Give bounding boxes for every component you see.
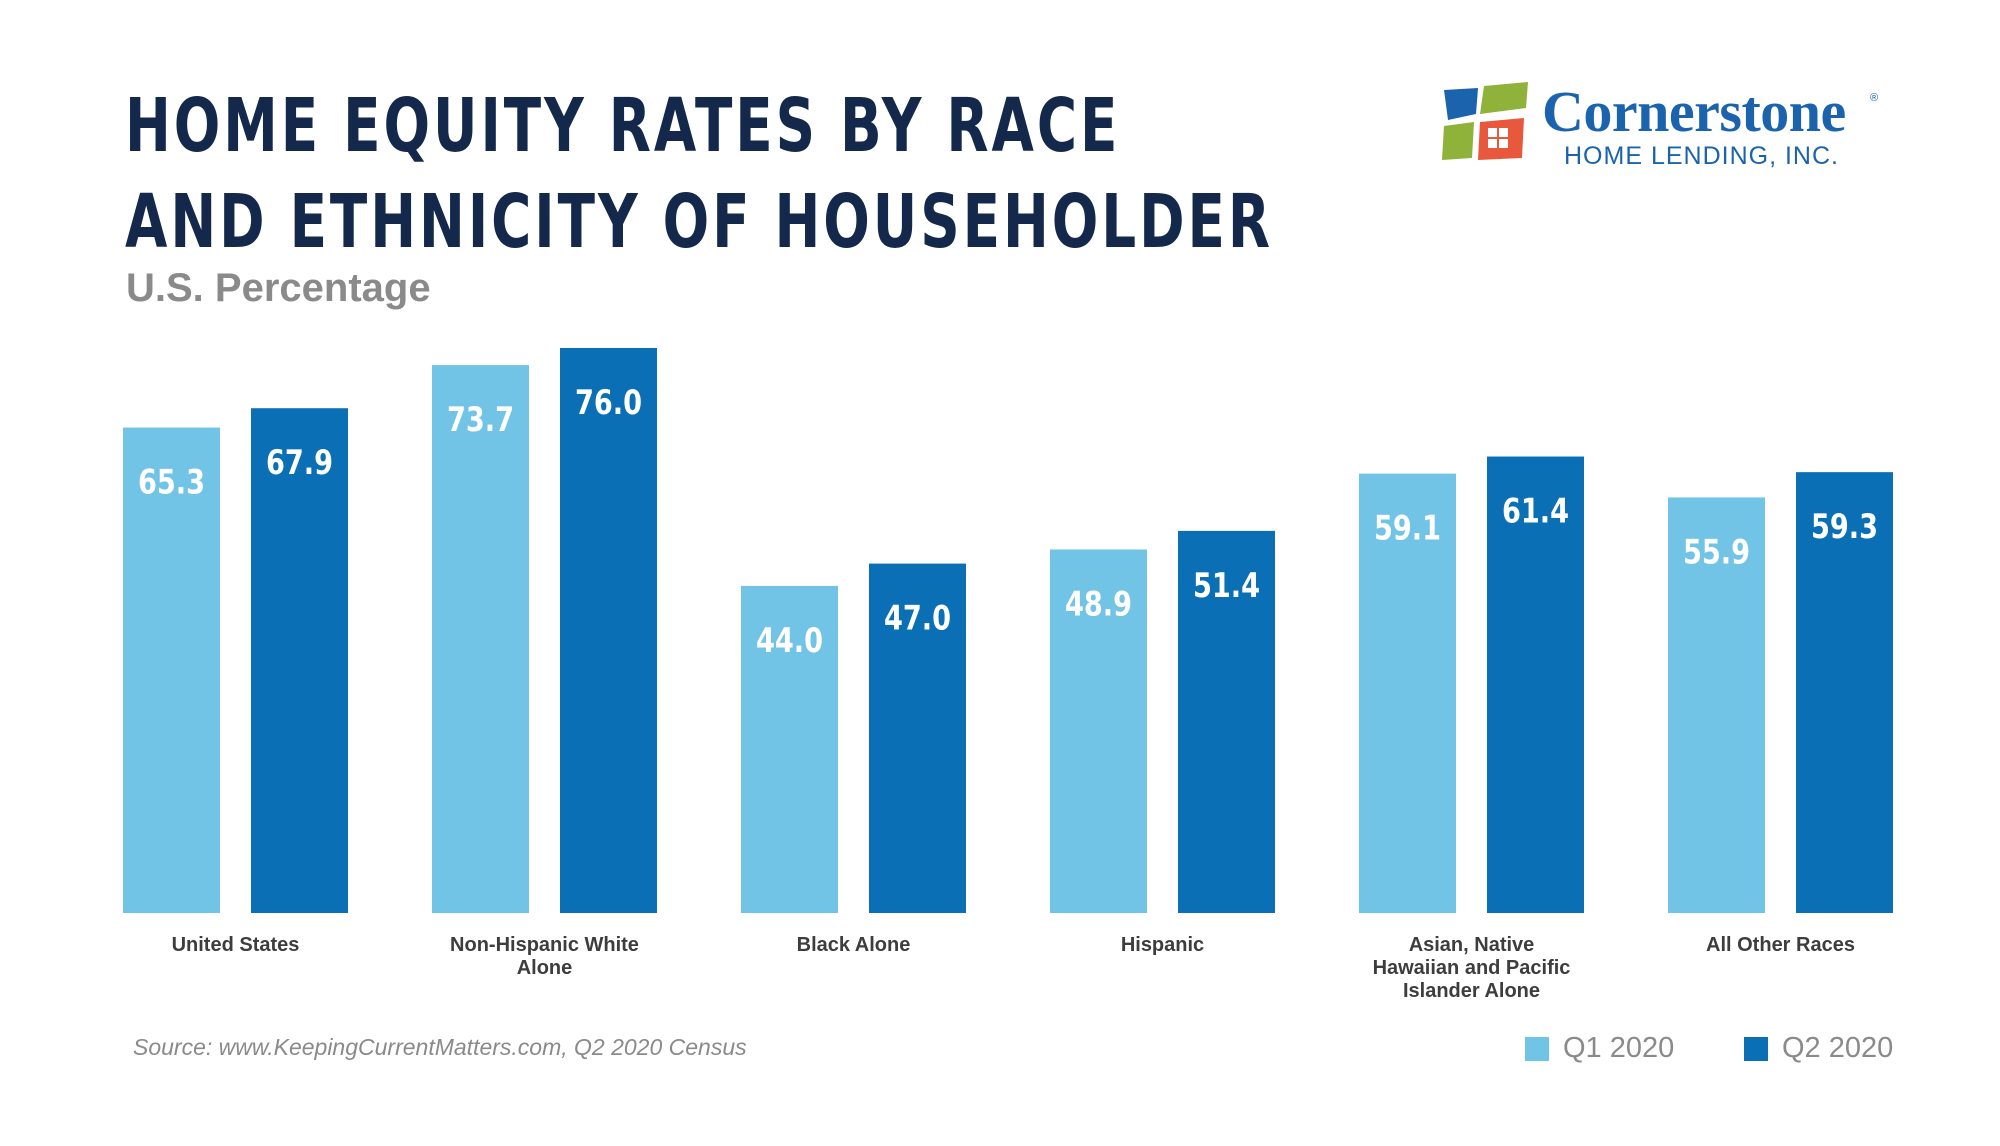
category-label-4-2: Islander Alone <box>1403 980 1540 1002</box>
legend-item-q2: Q2 2020 <box>1744 1032 1904 1066</box>
bar-q2-4 <box>1487 456 1584 913</box>
bar-q1-1 <box>432 365 529 913</box>
bar-q2-1 <box>560 348 657 913</box>
brand-name: Cornerstone <box>1542 79 1846 144</box>
value-label-q2-0: 67.9 <box>266 443 333 483</box>
category-label-4-0: Asian, Native <box>1409 934 1535 956</box>
legend-item-q1: Q1 2020 <box>1525 1032 1705 1066</box>
legend-label-q1: Q1 2020 <box>1563 1032 1675 1064</box>
value-label-q2-4: 61.4 <box>1502 492 1569 532</box>
cornerstone-logo: Cornerstone ® HOME LENDING, INC. <box>1440 79 1880 172</box>
category-label-4-1: Hawaiian and Pacific <box>1373 957 1571 979</box>
value-label-q2-5: 59.3 <box>1811 507 1878 547</box>
brand-tagline: HOME LENDING, INC. <box>1564 142 1839 170</box>
house-window-icon <box>1442 82 1528 160</box>
bar-chart: 65.3 67.9 United States 73.7 76.0 Non-Hispani… <box>123 348 1893 1002</box>
category-label-2-0: Black Alone <box>797 934 911 956</box>
legend-swatch-q2 <box>1744 1037 1768 1061</box>
category-label-3-0: Hispanic <box>1121 934 1204 956</box>
bar-q1-0 <box>123 427 220 913</box>
bar-q1-3 <box>1050 549 1147 913</box>
registered-mark: ® <box>1870 92 1879 104</box>
title-line-2: AND ETHNICITY OF HOUSEHOLDER <box>125 179 1274 265</box>
chart-title: HOME EQUITY RATES BY RACE AND ETHNICITY O… <box>125 78 1273 270</box>
legend-label-q2: Q2 2020 <box>1782 1032 1894 1064</box>
bar-q2-2 <box>869 563 966 913</box>
category-label-1-0: Non-Hispanic White <box>450 934 639 956</box>
category-label-0-0: United States <box>172 934 300 956</box>
bar-q1-5 <box>1668 497 1765 913</box>
title-line-1: HOME EQUITY RATES BY RACE <box>125 83 1121 169</box>
bar-q1-2 <box>741 585 838 913</box>
value-label-q1-5: 55.9 <box>1683 533 1750 573</box>
chart-subtitle: U.S. Percentage <box>126 266 431 310</box>
bar-q2-5 <box>1796 472 1893 913</box>
category-label-5-0: All Other Races <box>1706 934 1855 956</box>
value-label-q1-1: 73.7 <box>447 400 514 440</box>
value-label-q2-1: 76.0 <box>575 383 642 423</box>
value-label-q1-0: 65.3 <box>138 463 205 503</box>
value-label-q2-2: 47.0 <box>884 599 951 639</box>
category-label-1-1: Alone <box>517 957 573 979</box>
bar-q2-0 <box>251 408 348 913</box>
source-note: Source: www.KeepingCurrentMatters.com, Q… <box>133 1034 747 1060</box>
legend-swatch-q1 <box>1525 1037 1549 1061</box>
value-label-q1-4: 59.1 <box>1374 509 1441 549</box>
bar-q2-3 <box>1178 530 1275 913</box>
value-label-q1-3: 48.9 <box>1065 585 1132 625</box>
value-label-q2-3: 51.4 <box>1193 566 1260 606</box>
value-label-q1-2: 44.0 <box>756 621 823 661</box>
bar-q1-4 <box>1359 473 1456 913</box>
